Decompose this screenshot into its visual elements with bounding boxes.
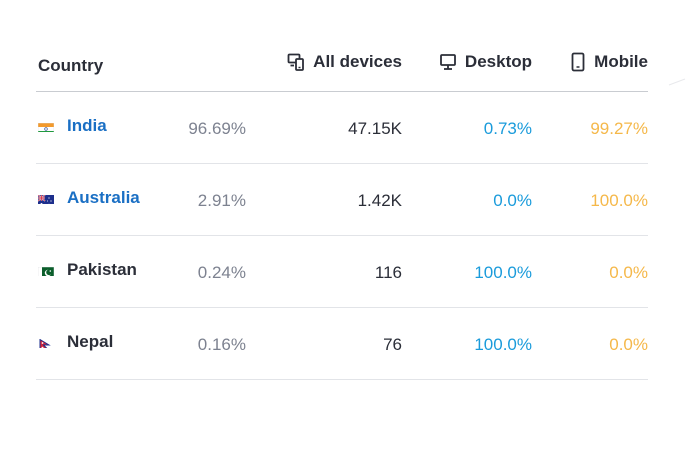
column-header-mobile[interactable]: Mobile — [570, 52, 648, 72]
table-row: Pakistan 0.24% 116 100.0% 0.0% — [36, 236, 648, 308]
country-name: Pakistan — [67, 260, 137, 279]
all-devices-value: 76 — [383, 335, 402, 354]
desktop-share-value: 100.0% — [474, 335, 532, 354]
traffic-share-value: 96.69% — [188, 119, 246, 138]
mobile-icon — [570, 52, 586, 72]
india-flag-icon — [38, 120, 54, 132]
country-devices-table: Country All devices Desktop — [36, 34, 648, 380]
table-header: Country All devices Desktop — [36, 34, 648, 92]
table-row: Australia 2.91% 1.42K 0.0% 100.0% — [36, 164, 648, 236]
all-devices-value: 1.42K — [357, 191, 402, 210]
pakistan-flag-icon — [38, 264, 54, 276]
country-name: Australia — [67, 188, 140, 207]
column-header-all-devices[interactable]: All devices — [287, 52, 402, 72]
nepal-flag-icon — [38, 336, 54, 348]
country-name: Nepal — [67, 332, 114, 351]
traffic-share-value: 0.16% — [197, 335, 246, 354]
column-header-country[interactable]: Country — [38, 56, 103, 76]
mobile-share-value: 0.0% — [609, 263, 648, 282]
desktop-icon — [439, 53, 457, 71]
table-row: India 96.69% 47.15K 0.73% 99.27% — [36, 92, 648, 164]
column-header-desktop-label: Desktop — [464, 52, 532, 71]
desktop-share-value: 0.73% — [483, 119, 532, 138]
all-devices-icon — [287, 53, 305, 71]
column-header-country-label: Country — [38, 56, 104, 75]
all-devices-value: 47.15K — [348, 119, 402, 138]
mobile-share-value: 0.0% — [609, 335, 648, 354]
desktop-share-value: 0.0% — [493, 191, 532, 210]
mobile-share-value: 99.27% — [590, 119, 648, 138]
traffic-share-value: 0.24% — [197, 263, 246, 282]
table-row: Nepal 0.16% 76 100.0% 0.0% — [36, 308, 648, 380]
column-header-mobile-label: Mobile — [594, 52, 648, 71]
column-header-desktop[interactable]: Desktop — [439, 52, 532, 72]
country-link-australia[interactable]: Australia — [38, 188, 140, 208]
australia-flag-icon — [38, 192, 54, 204]
traffic-share-value: 2.91% — [197, 191, 246, 210]
country-pakistan: Pakistan — [38, 260, 137, 280]
edge-decoration — [668, 78, 686, 86]
desktop-share-value: 100.0% — [474, 263, 532, 282]
country-name: India — [67, 116, 107, 135]
mobile-share-value: 100.0% — [590, 191, 648, 210]
country-link-india[interactable]: India — [38, 116, 107, 136]
all-devices-value: 116 — [374, 263, 402, 282]
column-header-all-devices-label: All devices — [313, 52, 402, 71]
country-nepal: Nepal — [38, 332, 113, 352]
